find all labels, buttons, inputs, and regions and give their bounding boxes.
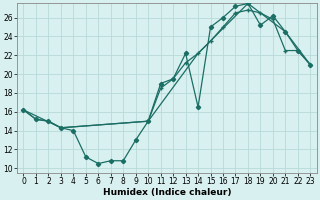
X-axis label: Humidex (Indice chaleur): Humidex (Indice chaleur) — [103, 188, 231, 197]
